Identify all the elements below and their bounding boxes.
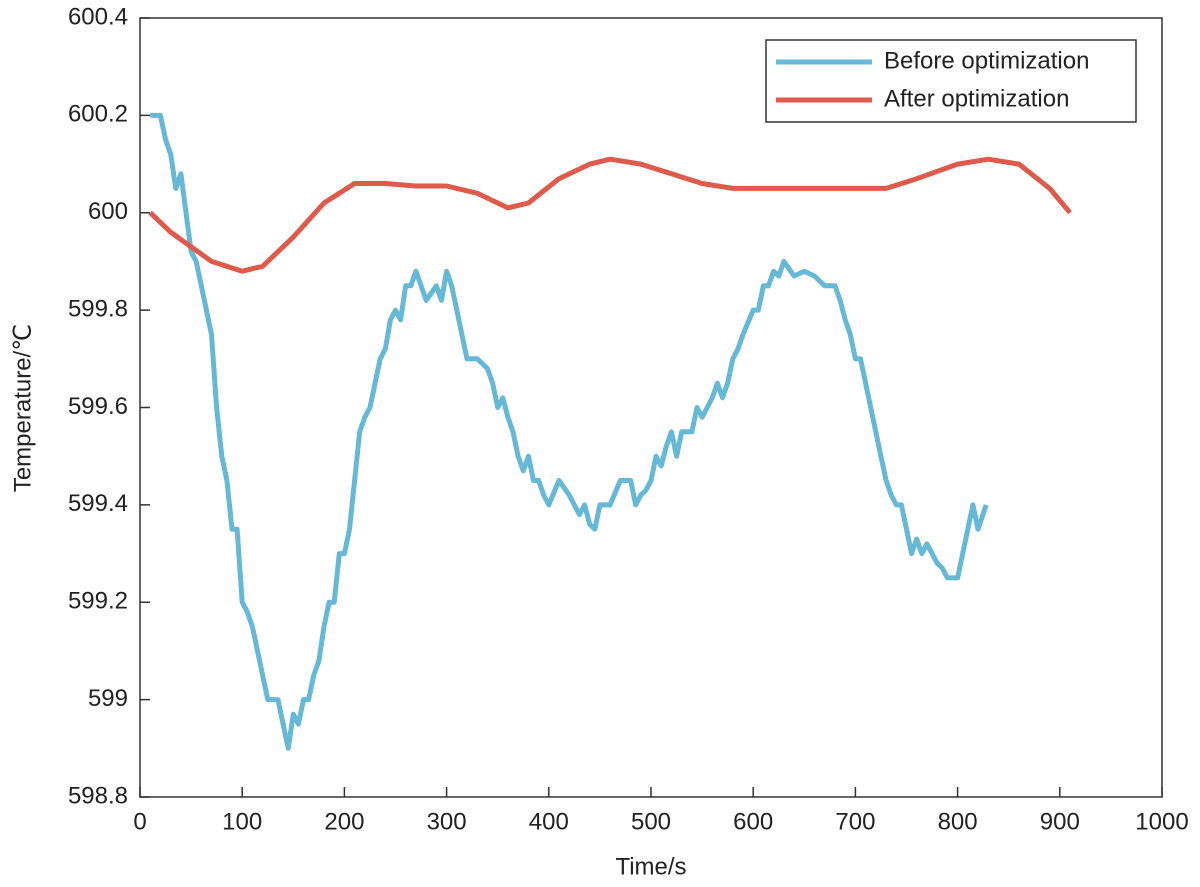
x-tick-label: 700 [835,808,875,835]
y-tick-label: 600.4 [68,3,128,30]
y-tick-label: 599 [88,685,128,712]
x-axis-label: Time/s [615,853,686,880]
x-tick-label: 500 [631,808,671,835]
x-tick-label: 400 [529,808,569,835]
x-tick-label: 600 [733,808,773,835]
y-tick-label: 599.6 [68,393,128,420]
y-tick-label: 599.4 [68,490,128,517]
x-tick-label: 0 [133,808,146,835]
x-tick-label: 800 [938,808,978,835]
plot-frame [139,17,1163,798]
legend-label: Before optimization [884,47,1089,74]
data-line [148,156,1072,274]
x-tick-label: 1000 [1135,808,1188,835]
data-line [150,112,989,751]
legend-label: After optimization [884,85,1069,112]
x-tick-label: 900 [1040,808,1080,835]
y-tick-label: 599.2 [68,588,128,615]
x-tick-label: 200 [324,808,364,835]
x-tick-label: 300 [427,808,467,835]
y-tick-label: 600.2 [68,101,128,128]
y-tick-label: 600 [88,198,128,225]
y-axis-label: Temperature/℃ [9,324,36,492]
x-tick-label: 100 [222,808,262,835]
y-tick-label: 598.8 [68,782,128,809]
legend-box [765,39,1137,123]
y-tick-label: 599.8 [68,295,128,322]
